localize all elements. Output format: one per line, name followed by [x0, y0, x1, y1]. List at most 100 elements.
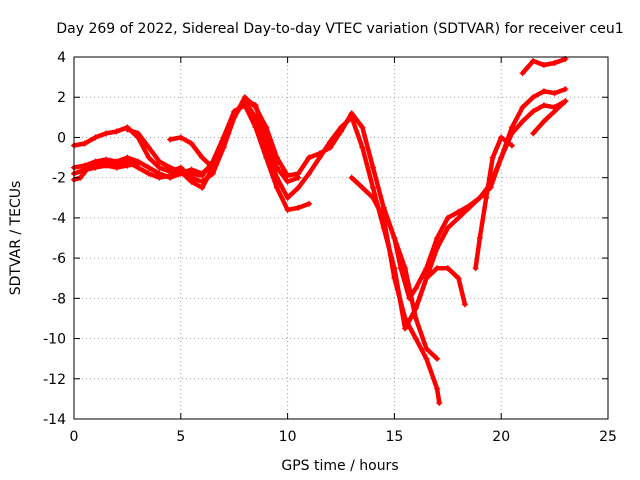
data-point [402, 315, 409, 322]
data-point [412, 285, 419, 292]
data-point [461, 301, 468, 308]
data-point [273, 164, 280, 171]
series-layer [71, 56, 569, 406]
data-point [444, 214, 451, 221]
series-track-6 [167, 96, 302, 185]
data-point [530, 130, 537, 137]
data-point [498, 134, 505, 141]
y-tick-label-7: -10 [43, 332, 66, 348]
data-point [145, 170, 152, 177]
data-point [348, 174, 355, 181]
data-point [327, 138, 334, 145]
data-point [472, 265, 479, 272]
data-point [316, 154, 323, 161]
y-tick-label-2: 0 [57, 130, 66, 146]
data-point [188, 170, 195, 177]
data-point [508, 124, 515, 131]
data-point [508, 142, 515, 149]
data-point [252, 124, 259, 131]
data-point [519, 118, 526, 125]
data-point [113, 164, 120, 171]
data-point [359, 144, 366, 151]
data-point [167, 136, 174, 143]
data-point [540, 118, 547, 125]
data-point [434, 265, 441, 272]
series-track-12 [530, 98, 569, 137]
series-line-track-10 [473, 135, 515, 271]
data-point [476, 194, 483, 201]
data-point [209, 164, 216, 171]
data-point [489, 154, 496, 161]
series-line-track-7 [349, 175, 442, 406]
data-point [402, 265, 409, 272]
data-point [83, 166, 90, 173]
data-point [145, 164, 152, 171]
data-point [455, 214, 462, 221]
data-point [540, 88, 547, 95]
data-point [145, 144, 152, 151]
data-point [455, 208, 462, 215]
data-point [540, 102, 547, 109]
x-tick-label-1: 5 [176, 429, 185, 445]
series-line-track-8 [413, 265, 468, 311]
data-point [113, 128, 120, 135]
series-line-track-9 [381, 205, 440, 361]
data-point [498, 154, 505, 161]
data-point [444, 265, 451, 272]
data-point [103, 130, 110, 137]
data-point [124, 126, 131, 133]
data-point [519, 70, 526, 77]
series-line-track-12 [530, 98, 568, 136]
data-point [434, 245, 441, 252]
x-axis-label: GPS time / hours [281, 458, 398, 474]
data-point [92, 164, 99, 171]
x-tick-label-2: 10 [279, 429, 297, 445]
data-point [466, 204, 473, 211]
data-point [423, 345, 430, 352]
data-point [455, 275, 462, 282]
series-track-9 [380, 204, 441, 362]
data-point [145, 154, 152, 161]
data-point [103, 162, 110, 169]
y-tick-label-5: -6 [52, 251, 66, 267]
data-point [263, 134, 270, 141]
x-tick-label-5: 25 [599, 429, 617, 445]
data-point [476, 235, 483, 241]
data-point [156, 158, 163, 165]
data-point [370, 184, 377, 191]
chart-title: Day 269 of 2022, Sidereal Day-to-day VTE… [56, 21, 623, 37]
series-track-5 [124, 126, 216, 191]
data-point [444, 224, 451, 231]
y-tick-label-1: 2 [57, 90, 66, 106]
data-point [348, 114, 355, 121]
data-point [359, 184, 366, 191]
data-point [284, 178, 291, 185]
data-point [188, 140, 195, 147]
data-point [370, 164, 377, 171]
x-tick-label-4: 20 [492, 429, 510, 445]
data-point [199, 154, 206, 161]
y-tick-label-0: 4 [57, 50, 66, 66]
data-point [252, 102, 259, 109]
data-point [305, 200, 312, 207]
data-point [295, 184, 302, 191]
data-point [199, 184, 206, 191]
series-track-10 [472, 134, 515, 272]
data-point [338, 124, 344, 131]
data-point [177, 134, 184, 141]
data-point [220, 144, 227, 151]
data-point [380, 204, 387, 211]
data-point [199, 172, 206, 179]
data-point [551, 60, 558, 67]
data-point [530, 108, 537, 115]
data-point [519, 104, 526, 111]
data-point [530, 94, 537, 101]
data-point [231, 114, 238, 121]
data-point [562, 86, 569, 93]
data-point [551, 90, 558, 97]
data-point [135, 160, 142, 167]
data-point [402, 325, 409, 332]
data-point [436, 399, 443, 406]
y-tick-label-4: -4 [52, 211, 66, 227]
